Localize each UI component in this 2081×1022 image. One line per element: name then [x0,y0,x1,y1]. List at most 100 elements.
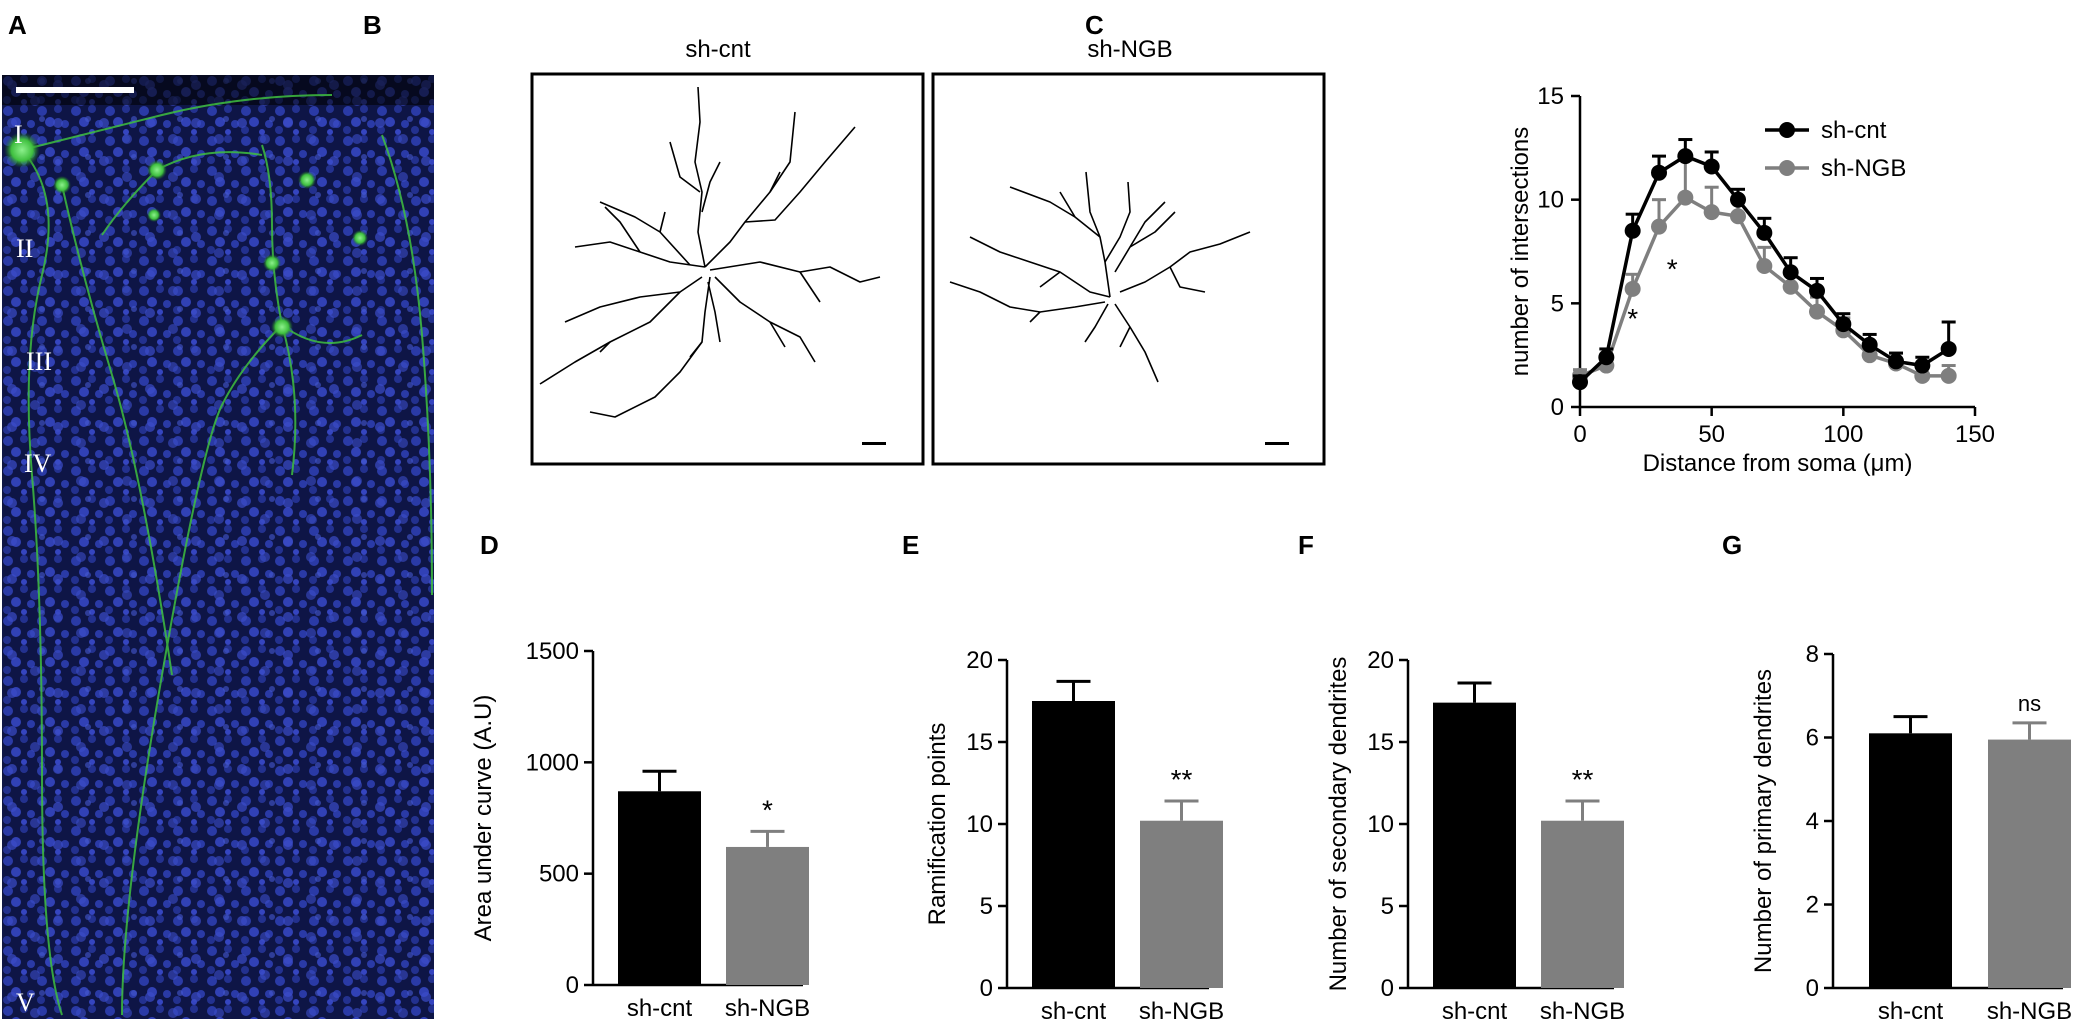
y-tick-label: 4 [1806,808,1819,835]
significance-marker: ** [1171,764,1193,795]
y-tick-label: 1000 [526,749,579,776]
panel-letter-g: G [1722,530,1743,560]
y-tick-label: 20 [1367,647,1394,674]
data-point [1782,264,1799,281]
data-point [1730,191,1746,208]
y-tick-label: 6 [1806,725,1819,752]
y-tick-label: 0 [1551,394,1564,421]
bar-sh-ngb [1541,820,1624,988]
significance-marker: ** [1572,764,1594,795]
panel-letter-b: B [363,10,382,40]
significance-marker: * [1627,303,1638,334]
y-tick-label: 2 [1806,892,1819,919]
tracing-panel-ngb [931,72,1326,466]
significance-marker: ns [2018,691,2041,716]
legend-label: sh-cnt [1821,117,1887,144]
layer-label-4: IV [24,449,52,478]
x-tick-label: 100 [1823,421,1863,448]
data-point [1624,222,1641,239]
y-tick-label: 5 [1381,893,1394,920]
tracing-title-ngb: sh-NGB [1087,36,1173,63]
legend-marker [1779,122,1795,138]
series-sh-cnt [1572,138,1957,391]
chart-e: 0 5 10 15 20 Ramification points sh-cnt sh-NGB *… [924,647,1224,1022]
panel-letter-d: D [480,530,499,560]
layer-label-2: II [16,234,33,263]
scale-bar-cnt [862,442,886,445]
y-tick-label: 15 [966,729,993,756]
x-tick-label: sh-NGB [1139,998,1224,1022]
x-tick-label: 50 [1698,421,1725,448]
data-point [1809,303,1825,320]
data-point [1651,164,1667,181]
bar-sh-cnt [1433,702,1516,988]
series-sh-ngb [1572,158,1957,384]
panel-letter-e: E [902,530,920,560]
bar-sh-ngb [1988,739,2071,988]
y-tick-label: 500 [539,861,579,888]
y-tick-label: 5 [980,893,993,920]
data-point [1677,189,1694,206]
y-tick-label: 5 [1551,290,1564,317]
data-point [1809,282,1825,299]
x-tick-label: sh-NGB [1540,998,1625,1022]
data-point [1861,336,1878,353]
x-tick-label: 150 [1955,421,1995,448]
tracing-panel-cnt [530,72,925,466]
x-tick-label: sh-NGB [725,995,810,1022]
layer-label-3: III [26,347,52,376]
bar-sh-cnt [618,791,701,985]
legend-label: sh-NGB [1821,155,1906,182]
x-tick-label: sh-cnt [1442,998,1508,1022]
y-tick-label: 0 [980,975,993,1002]
data-point [1703,158,1720,175]
y-axis-label: Ramification points [924,723,951,926]
chart-f: 0 5 10 15 20 Number of secondary dendrites sh-… [1325,647,1625,1022]
data-point [1914,357,1931,374]
y-tick-label: 0 [1806,975,1819,1002]
data-point [1940,367,1957,384]
fluorescence-micrograph: I II III IV V [2,75,434,1019]
x-axis-label: Distance from soma (μm) [1643,450,1913,477]
y-tick-label: 10 [1367,811,1394,838]
chart-d: 0 500 1000 1500 Area under curve (A.U) sh-cnt… [470,638,810,1022]
data-point [1888,353,1904,370]
data-point [1703,204,1720,221]
data-point [1940,340,1957,357]
y-tick-label: 20 [966,647,993,674]
scale-bar-ngb [1265,442,1289,445]
significance-marker: * [762,794,773,825]
scale-bar [16,87,134,93]
y-axis-label: Number of secondary dendrites [1325,657,1352,992]
x-tick-label: sh-NGB [1987,998,2072,1022]
data-point [1782,278,1799,295]
y-tick-label: 8 [1806,641,1819,668]
y-tick-label: 10 [966,811,993,838]
layer-label-5: V [16,988,35,1017]
bar-sh-cnt [1032,701,1115,988]
data-point [1572,374,1588,391]
bar-sh-cnt [1869,733,1952,988]
y-tick-label: 10 [1537,187,1564,214]
data-point [1651,218,1667,235]
y-tick-label: 15 [1537,83,1564,110]
tracing-title-cnt: sh-cnt [685,36,751,63]
y-tick-label: 0 [566,972,579,999]
x-tick-label: sh-cnt [1878,998,1944,1022]
panel-letter-c: C [1085,10,1104,40]
data-point [1677,148,1694,165]
y-tick-label: 1500 [526,638,579,665]
y-tick-label: 15 [1367,729,1394,756]
data-point [1756,224,1773,241]
x-tick-label: sh-cnt [1041,998,1107,1022]
data-point [1624,280,1641,297]
y-axis-label: number of intersections [1507,127,1534,376]
x-tick-label: 0 [1573,421,1586,448]
legend-marker [1779,160,1795,176]
significance-marker: * [1667,253,1678,284]
panel-letter-a: A [8,10,27,40]
neuron-tracings [530,72,1326,466]
panel-letter-f: F [1298,530,1314,560]
x-tick-label: sh-cnt [627,995,693,1022]
